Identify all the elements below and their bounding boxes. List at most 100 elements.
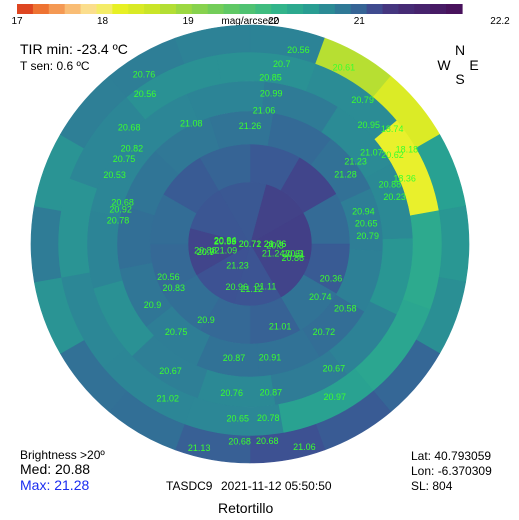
cell-value-label: 20.99 bbox=[260, 89, 283, 99]
cell-value-label: 21.08 bbox=[180, 119, 203, 129]
colorbar-segment bbox=[96, 4, 113, 14]
colorbar-unit-label: mag/arcsec2 bbox=[221, 16, 279, 27]
colorbar-segment bbox=[366, 4, 384, 14]
colorbar-segment bbox=[223, 4, 241, 14]
colorbar-segment bbox=[112, 4, 129, 14]
colorbar-segment bbox=[446, 4, 463, 14]
cell-value-label: 20.62 bbox=[381, 150, 404, 160]
cell-value-label: 21.24 bbox=[262, 248, 285, 258]
colorbar-segment bbox=[255, 4, 272, 14]
cell-value-label: 20.9 bbox=[144, 300, 162, 310]
device-id: TASDC9 bbox=[166, 479, 213, 493]
colorbar-segment bbox=[17, 4, 34, 14]
colorbar-segment bbox=[80, 4, 98, 14]
cell-value-label: 20.65 bbox=[355, 219, 378, 229]
cell-value-label: 20.76 bbox=[264, 239, 287, 249]
cell-value-label: 18.18 bbox=[396, 145, 419, 155]
cell-value-label: 20.61 bbox=[333, 62, 356, 72]
cell-value-label: 20.71 bbox=[239, 239, 262, 249]
colorbar-segment bbox=[207, 4, 225, 14]
cell-value-label: 20.75 bbox=[113, 154, 136, 164]
cell-value-label: 21.01 bbox=[269, 322, 292, 332]
cell-value-label: 20.94 bbox=[352, 207, 375, 217]
colorbar-segment bbox=[287, 4, 304, 14]
cell-labels: 20.7220.7120.5620.6120.7618.7420.720.792… bbox=[103, 45, 418, 453]
cell-value-label: 20.79 bbox=[356, 231, 379, 241]
cell-value-label: 20.97 bbox=[324, 392, 347, 402]
colorbar-segment bbox=[32, 4, 50, 14]
colorbar-segment bbox=[430, 4, 447, 14]
compass-west: W bbox=[437, 57, 451, 73]
cell-value-label: 20.76 bbox=[220, 388, 243, 398]
cell-value-label: 20.65 bbox=[227, 414, 250, 424]
cell-value-label: 20.23 bbox=[383, 192, 406, 202]
sensor-temp-readout: T sen: 0.6 ºC bbox=[20, 59, 90, 73]
timestamp: 2021-11-12 05:50:50 bbox=[221, 479, 332, 493]
cell-value-label: 20.83 bbox=[163, 283, 186, 293]
cell-value-label: 20.96 bbox=[214, 236, 237, 246]
cell-value-label: 20.87 bbox=[260, 388, 283, 398]
cell-value-label: 21.09 bbox=[215, 246, 238, 256]
colorbar-segment bbox=[64, 4, 82, 14]
cell-value-label: 20.82 bbox=[121, 143, 144, 153]
colorbar-tick-label: 18 bbox=[97, 16, 109, 27]
cell-value-label: 20.51 bbox=[283, 249, 306, 259]
cell-value-label: 20.95 bbox=[358, 120, 381, 130]
cell-value-label: 20.79 bbox=[351, 95, 374, 105]
colorbar-segment bbox=[239, 4, 256, 14]
colorbar-segment bbox=[398, 4, 415, 14]
cell-value-label: 20.58 bbox=[334, 303, 357, 313]
colorbar-segment bbox=[128, 4, 145, 14]
colorbar-segment bbox=[382, 4, 400, 14]
max-readout: Max: 21.28 bbox=[20, 477, 90, 493]
cell-value-label: 20.53 bbox=[214, 236, 237, 246]
cell-value-label: 20.74 bbox=[309, 292, 332, 302]
cell-value-label: 20.85 bbox=[259, 72, 282, 82]
cell-value-label: 20.36 bbox=[320, 273, 343, 283]
colorbar-tick-label: 19 bbox=[183, 16, 195, 27]
cell-value-label: 20.9 bbox=[197, 315, 215, 325]
cell-value-label: 21.02 bbox=[157, 394, 180, 404]
cell-value-label: 20.84 bbox=[214, 236, 237, 246]
cell-value-label: 20.67 bbox=[323, 363, 346, 373]
cell-value-label: 20.72 bbox=[313, 327, 336, 337]
cell-value-label: 20.78 bbox=[107, 216, 130, 226]
sky-cell bbox=[438, 205, 470, 283]
colorbar-segment bbox=[303, 4, 320, 14]
longitude-readout: Lon: -6.370309 bbox=[411, 464, 492, 478]
colorbar bbox=[17, 4, 463, 14]
cell-value-label: 20.96 bbox=[226, 282, 249, 292]
colorbar-tick-label: 20 bbox=[268, 16, 280, 27]
cell-value-label: 20.68 bbox=[228, 437, 251, 447]
cell-value-label: 20.86 bbox=[282, 253, 305, 263]
cell-value-label: 20.67 bbox=[159, 366, 182, 376]
colorbar-tick-label: 21 bbox=[354, 16, 366, 27]
cell-value-label: 18.74 bbox=[381, 124, 404, 134]
tir-min-readout: TIR min: -23.4 ºC bbox=[20, 41, 128, 57]
cell-value-label: 21.12 bbox=[240, 284, 263, 294]
compass-east: E bbox=[469, 57, 478, 73]
brightness-title: Brightness >20º bbox=[20, 448, 105, 462]
cell-value-label: 21.11 bbox=[254, 281, 276, 291]
colorbar-segment bbox=[175, 4, 193, 14]
cell-value-label: 21.06 bbox=[293, 442, 316, 452]
compass-south: S bbox=[455, 71, 464, 87]
cell-value-label: 20.53 bbox=[103, 170, 126, 180]
colorbar-tick-label: 22.2 bbox=[490, 16, 510, 27]
latitude-readout: Lat: 40.793059 bbox=[411, 449, 492, 463]
colorbar-segment bbox=[318, 4, 336, 14]
colorbar-segment bbox=[48, 4, 66, 14]
cell-value-label: 20.75 bbox=[165, 327, 188, 337]
cell-value-label: 20.91 bbox=[259, 352, 282, 362]
colorbar-segment bbox=[144, 4, 161, 14]
colorbar-segment bbox=[191, 4, 209, 14]
cell-value-label: 20.72 bbox=[239, 239, 262, 249]
colorbar-segment bbox=[271, 4, 288, 14]
cell-value-label: 21.06 bbox=[253, 106, 276, 116]
cell-value-label: 20.3 bbox=[266, 240, 284, 250]
cell-value-label: 20.7 bbox=[273, 59, 291, 69]
cell-value-label: 20.5 bbox=[285, 248, 303, 258]
cell-value-label: 18.36 bbox=[393, 173, 416, 183]
cell-value-label: 20.9 bbox=[197, 247, 215, 257]
